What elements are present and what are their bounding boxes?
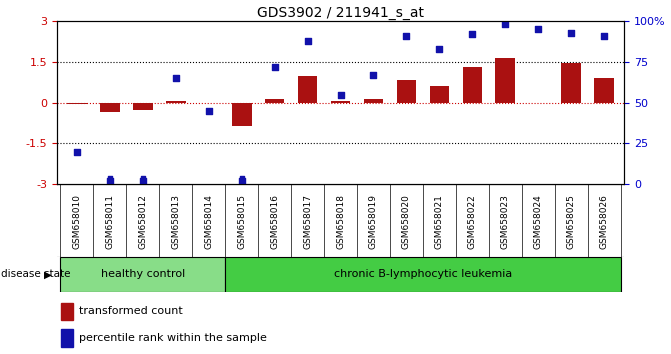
- Point: [138, 178, 148, 184]
- Bar: [60, 257, 225, 292]
- Text: GSM658020: GSM658020: [402, 194, 411, 249]
- Text: healthy control: healthy control: [101, 269, 185, 279]
- Bar: [265, 99, 285, 103]
- Bar: [495, 58, 515, 103]
- Bar: [100, 103, 119, 112]
- Bar: [166, 101, 186, 103]
- Point: [434, 46, 445, 52]
- Point: [269, 64, 280, 70]
- Point: [401, 33, 412, 39]
- Point: [368, 72, 379, 78]
- Text: GSM658013: GSM658013: [171, 194, 180, 249]
- Bar: [133, 103, 152, 110]
- Text: GSM658012: GSM658012: [138, 194, 147, 249]
- Text: GSM658018: GSM658018: [336, 194, 345, 249]
- Point: [170, 75, 181, 81]
- Bar: [225, 257, 621, 292]
- Text: GSM658010: GSM658010: [72, 194, 81, 249]
- Point: [236, 178, 247, 184]
- Point: [533, 27, 544, 32]
- Point: [203, 108, 214, 114]
- Bar: [331, 101, 350, 103]
- Bar: [595, 78, 614, 103]
- Text: GSM658016: GSM658016: [270, 194, 279, 249]
- Bar: [562, 63, 581, 103]
- Point: [566, 30, 576, 35]
- Text: GSM658011: GSM658011: [105, 194, 114, 249]
- Text: transformed count: transformed count: [79, 306, 183, 316]
- Bar: [429, 86, 450, 103]
- Text: chronic B-lymphocytic leukemia: chronic B-lymphocytic leukemia: [333, 269, 512, 279]
- Bar: [298, 75, 317, 103]
- Text: GSM658026: GSM658026: [600, 194, 609, 249]
- Title: GDS3902 / 211941_s_at: GDS3902 / 211941_s_at: [257, 6, 424, 20]
- Point: [105, 176, 115, 181]
- Bar: [61, 303, 73, 320]
- Bar: [397, 80, 416, 103]
- Text: GSM658023: GSM658023: [501, 194, 510, 249]
- Text: ▶: ▶: [44, 269, 52, 279]
- Point: [599, 33, 610, 39]
- Point: [500, 22, 511, 27]
- Bar: [61, 329, 73, 347]
- Text: GSM658024: GSM658024: [534, 194, 543, 249]
- Text: GSM658015: GSM658015: [237, 194, 246, 249]
- Point: [302, 38, 313, 44]
- Point: [335, 92, 346, 97]
- Bar: [67, 103, 87, 104]
- Point: [105, 178, 115, 184]
- Point: [467, 32, 478, 37]
- Bar: [462, 67, 482, 103]
- Text: disease state: disease state: [1, 269, 71, 279]
- Bar: [231, 103, 252, 126]
- Text: percentile rank within the sample: percentile rank within the sample: [79, 333, 267, 343]
- Text: GSM658025: GSM658025: [567, 194, 576, 249]
- Point: [138, 176, 148, 181]
- Text: GSM658017: GSM658017: [303, 194, 312, 249]
- Text: GSM658021: GSM658021: [435, 194, 444, 249]
- Point: [236, 176, 247, 181]
- Bar: [364, 99, 383, 103]
- Text: GSM658014: GSM658014: [204, 194, 213, 249]
- Text: GSM658022: GSM658022: [468, 194, 477, 249]
- Point: [71, 149, 82, 154]
- Text: GSM658019: GSM658019: [369, 194, 378, 249]
